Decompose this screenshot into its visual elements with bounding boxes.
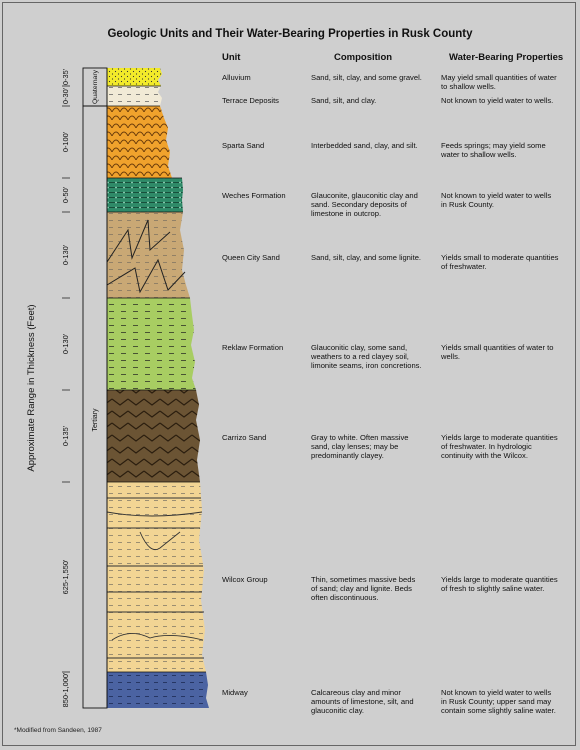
layer-carrizo-sand	[107, 390, 200, 482]
system-quaternary-label: Quaternary	[92, 69, 99, 104]
thickness-terrace: 0-30'	[61, 87, 70, 104]
unit-composition-alluvium: Sand, silt, clay, and some gravel.	[311, 73, 422, 82]
header-properties: Water-Bearing Properties	[449, 52, 564, 63]
layer-midway	[107, 672, 209, 708]
thickness-queen-city: 0-130'	[61, 244, 70, 265]
thickness-weches: 0-50'	[61, 186, 70, 203]
thickness-ticks	[62, 85, 70, 673]
unit-composition-wilcox: Thin, sometimes massive beds of sand; cl…	[311, 575, 416, 603]
header-unit: Unit	[222, 52, 241, 63]
tertiary-box	[82, 105, 108, 709]
unit-properties-carrizo: Yields large to moderate quantities of f…	[441, 433, 558, 461]
layer-alluvium	[107, 68, 162, 86]
thickness-alluvium: 0-35'	[61, 68, 70, 85]
layer-reklaw-formation	[107, 298, 196, 390]
unit-composition-reklaw: Glauconitic clay, some sand, weathers to…	[311, 343, 422, 371]
unit-name-queen-city: Queen City Sand	[222, 253, 280, 262]
unit-composition-terrace: Sand, silt, and clay.	[311, 96, 377, 105]
layer-terrace-deposits	[107, 86, 162, 106]
system-tertiary-label: Tertiary	[92, 408, 99, 431]
unit-composition-carrizo: Gray to white. Often massive sand, clay …	[311, 433, 409, 461]
thickness-wilcox: 625-1,550'	[61, 559, 70, 594]
unit-name-terrace: Terrace Deposits	[222, 96, 279, 105]
unit-name-weches: Weches Formation	[222, 191, 286, 200]
unit-name-wilcox: Wilcox Group	[222, 575, 268, 584]
unit-properties-weches: Not known to yield water to wells in Rus…	[441, 191, 552, 210]
unit-properties-wilcox: Yields large to moderate quantities of f…	[441, 575, 558, 594]
layer-queen-city-sand	[106, 212, 190, 298]
unit-properties-reklaw: Yields small quantities of water to well…	[441, 343, 554, 362]
layer-sparta-sand	[107, 106, 172, 178]
unit-name-reklaw: Reklaw Formation	[222, 343, 284, 352]
thickness-midway: 850-1,000'	[61, 672, 70, 707]
unit-composition-weches: Glauconite, glauconitic clay and sand. S…	[311, 191, 418, 219]
footnote: *Modified from Sandeen, 1987	[14, 727, 102, 734]
axis-label: Approximate Range in Thickness (Feet)	[26, 304, 37, 471]
unit-composition-queen-city: Sand, silt, clay, and some lignite.	[311, 253, 422, 262]
page-title: Geologic Units and Their Water-Bearing P…	[107, 28, 473, 40]
unit-composition-sparta: Interbedded sand, clay, and silt.	[311, 141, 418, 150]
layer-weches-formation	[107, 178, 183, 212]
unit-name-alluvium: Alluvium	[222, 73, 251, 82]
layer-wilcox-group	[106, 482, 206, 672]
unit-name-midway: Midway	[222, 688, 248, 697]
thickness-reklaw: 0-130'	[61, 333, 70, 354]
unit-properties-terrace: Not known to yield water to wells.	[441, 96, 554, 105]
unit-properties-queen-city: Yields small to moderate quantities of f…	[441, 253, 559, 272]
thickness-sparta: 0-100'	[61, 131, 70, 152]
unit-name-sparta: Sparta Sand	[222, 141, 265, 150]
unit-properties-midway: Not known to yield water to wells in Rus…	[441, 688, 556, 716]
thickness-carrizo: 0-135'	[61, 425, 70, 446]
unit-name-carrizo: Carrizo Sand	[222, 433, 267, 442]
header-composition: Composition	[334, 52, 393, 63]
unit-properties-alluvium: May yield small quantities of water to s…	[441, 73, 557, 92]
unit-composition-midway: Calcareous clay and minor amounts of lim…	[311, 688, 414, 716]
unit-properties-sparta: Feeds springs; may yield some water to s…	[441, 141, 546, 160]
